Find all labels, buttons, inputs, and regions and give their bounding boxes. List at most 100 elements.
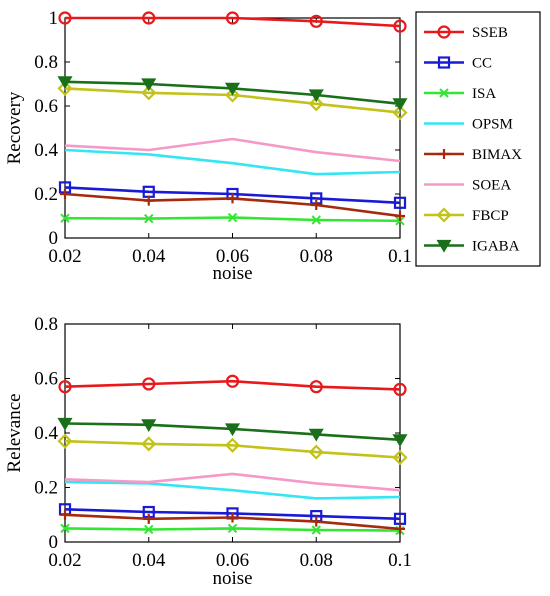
data-point-sseb	[58, 380, 72, 394]
legend-label: CC	[472, 56, 492, 72]
y-tick-label: 1	[49, 8, 59, 29]
series-soea	[64, 137, 401, 163]
y-axis-label: Recovery	[4, 91, 25, 164]
y-tick-label: 0	[49, 228, 59, 249]
axes-box	[64, 17, 401, 239]
data-point-bimax	[227, 512, 238, 523]
data-point-fbcp	[141, 85, 157, 101]
data-point-bimax	[143, 195, 154, 206]
series-line-sseb	[65, 16, 401, 28]
data-point-fbcp	[392, 449, 408, 466]
data-point-igaba	[224, 423, 241, 437]
data-point-fbcp	[392, 105, 408, 121]
x-tick-label: 0.1	[388, 246, 412, 267]
data-point-bimax	[311, 516, 322, 527]
legend-marker	[439, 149, 449, 159]
series-line-fbcp	[64, 439, 401, 459]
data-point-isa	[227, 523, 238, 534]
legend-label: IGABA	[472, 239, 520, 255]
data-point-bimax	[60, 189, 70, 199]
legend-item-isa: ISA	[424, 86, 496, 102]
legend-label: ISA	[472, 86, 496, 102]
data-point-fbcp	[57, 80, 73, 96]
x-tick-label: 0.04	[132, 550, 166, 571]
data-point-bimax	[395, 211, 405, 221]
series-sseb	[58, 374, 407, 396]
y-tick-label: 0.4	[34, 140, 58, 161]
y-tick-label: 0	[49, 532, 59, 553]
series-bimax	[60, 509, 405, 534]
legend-item-opsm: OPSM	[424, 117, 513, 133]
legend-item-soea: SOEA	[424, 178, 511, 194]
data-point-fbcp	[308, 444, 324, 460]
data-point-bimax	[60, 509, 70, 520]
series-fbcp	[57, 433, 408, 466]
x-tick-label: 0.06	[216, 550, 249, 571]
legend-label: SOEA	[472, 178, 511, 194]
y-tick-label: 0.4	[34, 423, 58, 444]
data-point-igaba	[308, 428, 324, 442]
legend-marker	[439, 88, 449, 98]
data-point-igaba	[57, 76, 73, 89]
data-point-bimax	[395, 523, 405, 534]
legend-item-bimax: BIMAX	[424, 147, 522, 163]
data-point-isa	[144, 524, 154, 535]
data-point-isa	[144, 213, 154, 224]
series-line-soea	[64, 472, 401, 492]
legend-label: BIMAX	[472, 147, 522, 163]
data-point-fbcp	[224, 437, 241, 453]
series-igaba	[57, 417, 408, 447]
series-bimax	[60, 189, 405, 221]
data-point-igaba	[141, 78, 157, 92]
y-tick-label: 0.2	[34, 184, 58, 205]
legend: SSEB CC ISA OPSM BIMAX SOEA FBCP IGABA	[415, 11, 541, 267]
y-tick-label: 0.8	[34, 314, 58, 335]
data-point-bimax	[227, 193, 238, 204]
x-tick-label: 0.02	[48, 550, 81, 571]
x-tick-label: 0.02	[48, 246, 81, 267]
legend-marker	[436, 239, 452, 253]
series-sseb	[58, 11, 407, 33]
data-point-sseb	[58, 11, 72, 25]
data-point-fbcp	[308, 96, 324, 112]
x-tick-label: 0.1	[388, 550, 412, 571]
x-tick-label: 0.04	[132, 246, 166, 267]
series-igaba	[57, 76, 408, 111]
y-tick-label: 0.8	[34, 52, 58, 73]
x-axis-label: noise	[212, 568, 252, 589]
data-point-sseb	[142, 377, 156, 391]
y-tick-label: 0.6	[34, 96, 58, 117]
data-point-fbcp	[224, 87, 241, 103]
series-opsm	[64, 148, 401, 176]
legend-label: OPSM	[472, 117, 513, 133]
series-opsm	[64, 480, 401, 500]
data-point-igaba	[392, 434, 408, 447]
legend-item-cc: CC	[424, 56, 492, 72]
x-axis-label: noise	[212, 263, 252, 284]
x-tick-label: 0.08	[300, 550, 333, 571]
y-axis-label: Relevance	[4, 393, 25, 472]
series-isa	[60, 523, 405, 536]
data-point-sseb	[225, 11, 240, 25]
data-point-bimax	[143, 513, 154, 524]
data-point-igaba	[141, 419, 157, 433]
y-tick-label: 0.6	[34, 369, 58, 390]
legend-item-fbcp: FBCP	[424, 207, 509, 224]
legend-box	[415, 11, 541, 267]
legend-marker	[437, 25, 451, 39]
data-point-bimax	[311, 200, 322, 210]
data-point-igaba	[308, 89, 324, 103]
legend-item-sseb: SSEB	[424, 25, 508, 41]
series-isa	[60, 212, 405, 226]
data-point-sseb	[142, 11, 156, 25]
data-point-fbcp	[141, 436, 157, 452]
legend-label: SSEB	[472, 25, 508, 41]
series-soea	[64, 472, 401, 492]
x-tick-label: 0.06	[216, 246, 249, 267]
data-point-igaba	[224, 82, 241, 96]
legend-label: FBCP	[472, 208, 509, 224]
data-point-igaba	[392, 98, 408, 111]
data-point-isa	[60, 213, 70, 223]
chart-panel-1: 0.02 0.04 0.06 0.08 0.1 0 0.2 0.4 0.6 0.8 1 noise Re…	[4, 8, 541, 284]
chart-panel-2: 0.02 0.04 0.06 0.08 0.1 0 0.2 0.4 0.6 0.8 noise Rel…	[4, 314, 412, 589]
